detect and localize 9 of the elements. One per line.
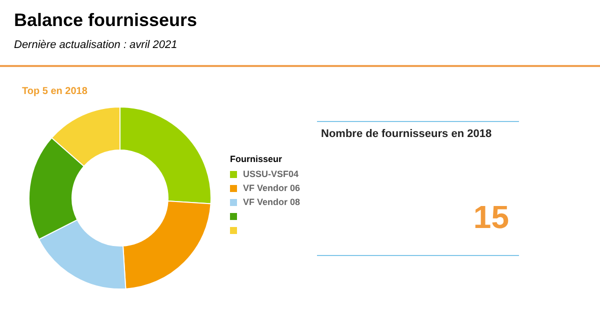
legend-title: Fournisseur [230, 154, 284, 164]
legend-label: USSU-VSF04 [243, 169, 299, 179]
chart-title: Balance fournisseurs [14, 10, 198, 31]
text: Top 5 en 2018 [22, 86, 88, 97]
text: 15 [473, 199, 509, 236]
text: Nombre de fournisseurs en 2018 [321, 128, 492, 140]
chart-subtitle: Dernière actualisation : avril 2021 [14, 39, 178, 51]
legend-label: VF Vendor 06 [243, 183, 300, 193]
legend-label: VF Vendor 08 [243, 197, 300, 207]
